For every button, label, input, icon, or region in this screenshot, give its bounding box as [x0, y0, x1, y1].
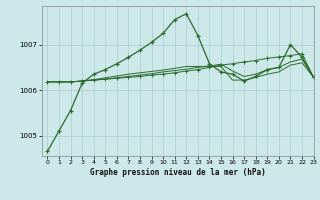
X-axis label: Graphe pression niveau de la mer (hPa): Graphe pression niveau de la mer (hPa) — [90, 168, 266, 177]
